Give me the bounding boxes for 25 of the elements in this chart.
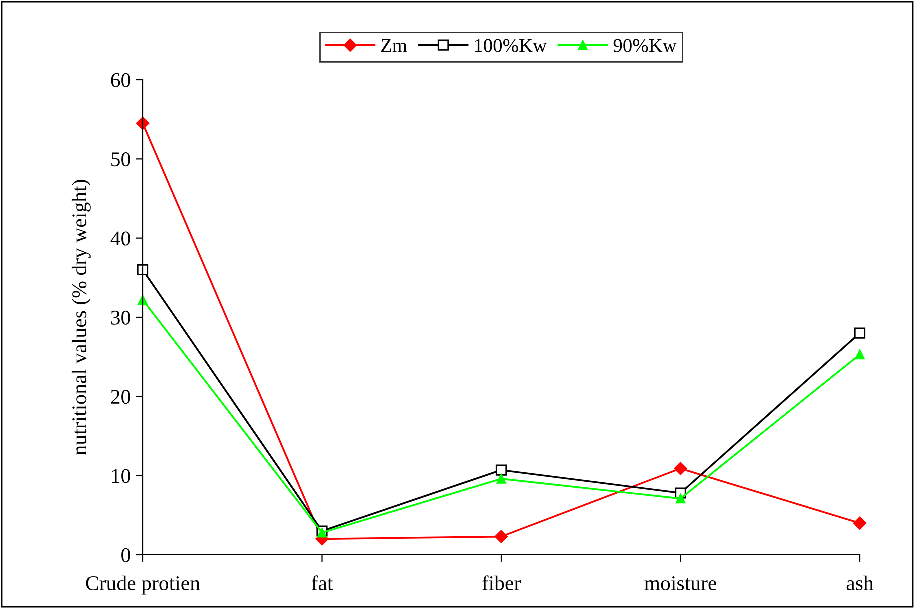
point xyxy=(853,516,867,530)
legend-label: Zm xyxy=(381,39,408,52)
point xyxy=(855,350,865,360)
y-tick-label: 20 xyxy=(111,390,130,404)
point xyxy=(676,494,686,504)
legend-label: 100%Kw xyxy=(475,39,547,52)
y-axis-title: nutritional values (% dry weight) xyxy=(72,180,91,456)
x-tick-label: ash xyxy=(846,576,874,590)
y-tick-label: 0 xyxy=(122,548,130,562)
x-tick-label: Crude protien xyxy=(86,576,200,595)
point xyxy=(494,530,508,544)
point xyxy=(674,462,688,476)
point xyxy=(137,264,149,276)
point xyxy=(496,464,508,476)
point xyxy=(496,474,506,484)
y-tick-label: 50 xyxy=(112,152,130,167)
y-tick-label: 60 xyxy=(111,73,130,88)
x-tick-label: fiber xyxy=(482,576,521,590)
y-tick-label: 30 xyxy=(111,310,130,325)
legend-label: 90%Kw xyxy=(614,39,677,52)
point xyxy=(854,328,866,339)
x-tick-label: fat xyxy=(312,576,334,590)
y-tick-label: 10 xyxy=(112,469,130,484)
y-tick-label: 40 xyxy=(110,232,130,246)
x-tick-label: moisture xyxy=(644,576,716,590)
